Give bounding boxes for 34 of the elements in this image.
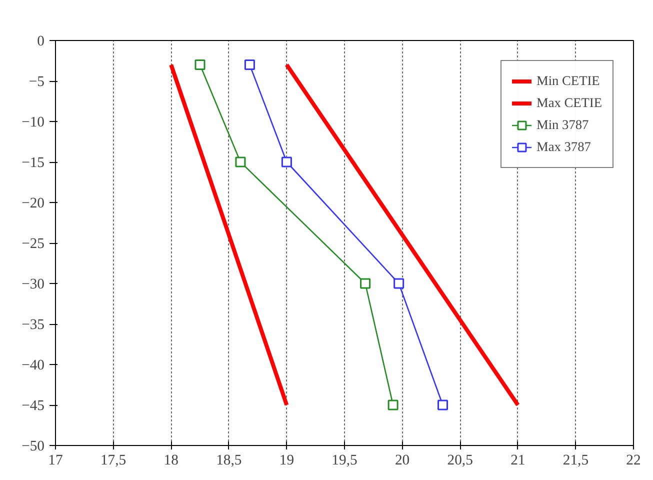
y-tick-label: −20: [22, 196, 44, 212]
y-tick-label: −35: [22, 317, 44, 333]
x-tick-label: 17,5: [100, 452, 126, 468]
point: [438, 400, 448, 410]
x-tick-label: 21,5: [562, 452, 589, 468]
legend-label: Min CETIE: [536, 73, 600, 89]
point: [244, 60, 255, 70]
x-tick-label: 17: [48, 452, 63, 468]
y-tick-label: −50: [22, 438, 44, 454]
y-tick-label: −45: [22, 398, 44, 414]
point: [360, 278, 371, 289]
point: [394, 278, 404, 289]
point: [388, 400, 398, 410]
x-tick-label: 19,5: [332, 452, 358, 468]
x-tick-label: 20,5: [447, 452, 473, 468]
x-tick-label: 18,5: [216, 452, 242, 468]
x-tick-label: 22: [626, 452, 641, 468]
y-tick-label: −40: [22, 358, 44, 374]
x-tick-label: 20: [394, 452, 410, 468]
legend-label: Min 3787: [536, 117, 589, 133]
x-tick-label: 18: [164, 452, 178, 468]
point: [281, 156, 292, 168]
point: [235, 156, 246, 168]
x-tick-label: 21: [510, 452, 526, 468]
y-tick-label: −15: [22, 155, 44, 171]
y-tick-label: −25: [22, 236, 44, 252]
y-tick-label: −30: [22, 276, 44, 292]
legend-label: Max 3787: [536, 139, 591, 155]
y-tick-label: −5: [28, 74, 44, 90]
y-tick-label: 0: [37, 34, 44, 50]
legend-label: Max CETIE: [536, 95, 602, 111]
point: [194, 60, 206, 70]
x-tick-label: 19: [279, 452, 294, 468]
y-tick-label: −10: [22, 114, 44, 130]
